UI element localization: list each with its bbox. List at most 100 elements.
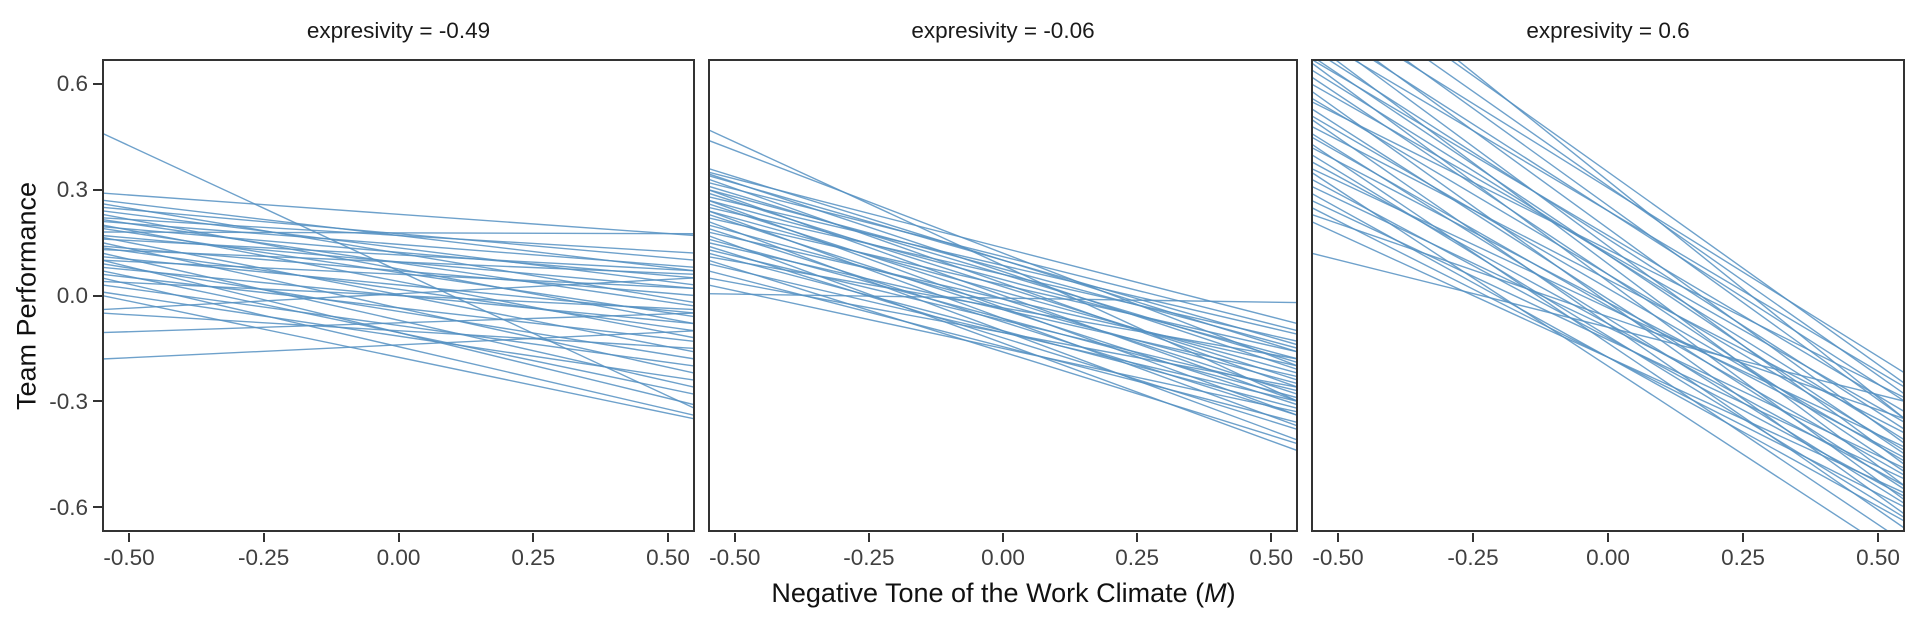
team-regression-line [708,256,1298,360]
x-tick-mark [867,533,870,542]
x-tick-label: 0.25 [511,545,556,570]
y-tick-label: -0.3 [49,388,88,414]
x-tick-mark [1607,533,1609,542]
x-tick-label: -0.25 [1447,545,1499,570]
team-regression-line [1425,59,1905,395]
x-tick-mark [733,533,736,542]
team-regression-line [708,178,1298,388]
x-tick-mark [667,533,669,542]
plot-panel [1311,59,1905,532]
team-regression-line [708,259,1298,445]
x-axis-title-italic-m: M [1204,578,1227,608]
team-regression-line [708,173,1298,371]
team-regression-line [1311,143,1891,532]
y-tick-mark [93,188,102,191]
facet-strip-title: expresivity = -0.06 [911,18,1095,43]
panel-border [102,59,695,532]
team-regression-line [1333,59,1905,487]
x-tick-label: 0.50 [646,545,690,570]
y-tick-mark [93,82,102,85]
x-axis-ticks [102,533,695,542]
team-regression-line [708,227,1298,417]
team-regression-line [102,206,695,261]
team-regression-line [102,312,695,350]
x-tick-label: 0.50 [1856,545,1900,570]
team-regression-line [708,174,1298,346]
team-regression-line [1400,59,1905,374]
panel-border [1311,59,1905,532]
team-regression-line [708,245,1298,431]
y-tick-mark [93,400,102,403]
team-regression-line [708,284,1298,413]
facet-panel-1: expresivity = -0.49 -0.50 -0.25 0.00 0.25 0.… [102,0,695,624]
team-regression-line [1311,125,1905,434]
x-axis-title: Negative Tone of the Work Climate (M) [102,576,1905,610]
team-regression-line [708,293,1298,304]
x-axis-title-text: Negative Tone of the Work Climate ( [771,578,1205,608]
team-regression-line [102,236,695,353]
team-regression-line [708,171,1298,325]
x-tick-label: -0.25 [238,545,290,570]
team-regression-line [1311,213,1905,420]
team-regression-line [102,330,695,360]
x-tick-mark [262,533,265,542]
team-regression-line [1311,167,1905,448]
x-axis-tick-labels: -0.50 -0.25 0.00 0.25 0.50 [1311,545,1905,571]
x-tick-label: 0.00 [981,545,1025,570]
team-regression-line [102,291,695,381]
plot-panel [102,59,695,532]
x-tick-label: -0.50 [103,545,155,570]
team-regression-line [102,270,695,395]
team-regression-line [102,277,695,417]
y-tick-label: 0.6 [56,71,88,97]
team-regression-line [1373,59,1905,445]
team-regression-line [1311,132,1905,505]
facet-strip-title: expresivity = 0.6 [1526,18,1690,43]
team-regression-line [708,210,1298,374]
x-tick-mark [1877,533,1879,542]
team-regression-line [1311,199,1905,480]
team-regression-line [708,192,1298,381]
team-regression-line [1448,59,1905,385]
team-regression-line [102,226,695,279]
team-regression-line [102,227,695,318]
x-tick-mark [1742,533,1744,542]
x-tick-mark [1136,533,1139,542]
x-tick-mark [128,533,130,542]
team-regression-line [1311,107,1905,491]
team-regression-line [1314,59,1905,455]
facet-panel-3: expresivity = 0.6 -0.50 -0.25 0.00 0.25 0.50 [1311,0,1905,624]
team-regression-line [102,218,695,307]
x-tick-mark [532,533,535,542]
facet-strip-title: expresivity = -0.49 [306,18,491,43]
team-regression-line [1455,59,1905,420]
x-tick-mark [1472,533,1474,542]
team-regression-line [102,312,695,334]
x-tick-label: 0.00 [1586,545,1630,570]
team-regression-line [102,203,695,304]
y-tick-mark [93,294,102,297]
team-regression-line [708,188,1298,350]
x-tick-mark [1337,533,1339,542]
team-regression-line [1311,136,1905,477]
team-regression-line [102,280,695,311]
team-regression-line [102,192,695,237]
team-regression-line [708,252,1298,410]
x-tick-label: 0.25 [1115,545,1159,570]
team-regression-line [1311,97,1905,452]
x-axis-ticks [1311,533,1905,542]
x-axis-tick-labels: -0.50 -0.25 0.00 0.25 0.50 [708,545,1298,571]
team-regression-line [1351,59,1905,388]
team-regression-line [1311,146,1905,459]
team-regression-line [102,284,695,367]
team-regression-line [102,217,695,254]
team-regression-line [102,231,695,235]
y-tick-mark [93,506,102,509]
x-tick-label: 0.25 [1721,545,1765,570]
team-regression-line [102,220,695,268]
team-regression-line [102,256,695,314]
x-axis-tick-labels: -0.50 -0.25 0.00 0.25 0.50 [102,545,695,571]
team-regression-line [1311,69,1905,441]
y-tick-label: -0.6 [49,494,88,520]
